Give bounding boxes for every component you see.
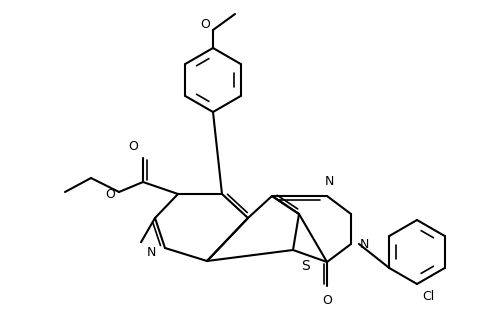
Text: O: O [322,294,332,307]
Text: O: O [128,140,138,153]
Text: N: N [324,175,334,188]
Text: Cl: Cl [422,290,434,303]
Text: N: N [360,237,369,251]
Text: O: O [200,18,210,31]
Text: S: S [301,259,310,273]
Text: N: N [147,245,156,259]
Text: O: O [105,188,115,201]
